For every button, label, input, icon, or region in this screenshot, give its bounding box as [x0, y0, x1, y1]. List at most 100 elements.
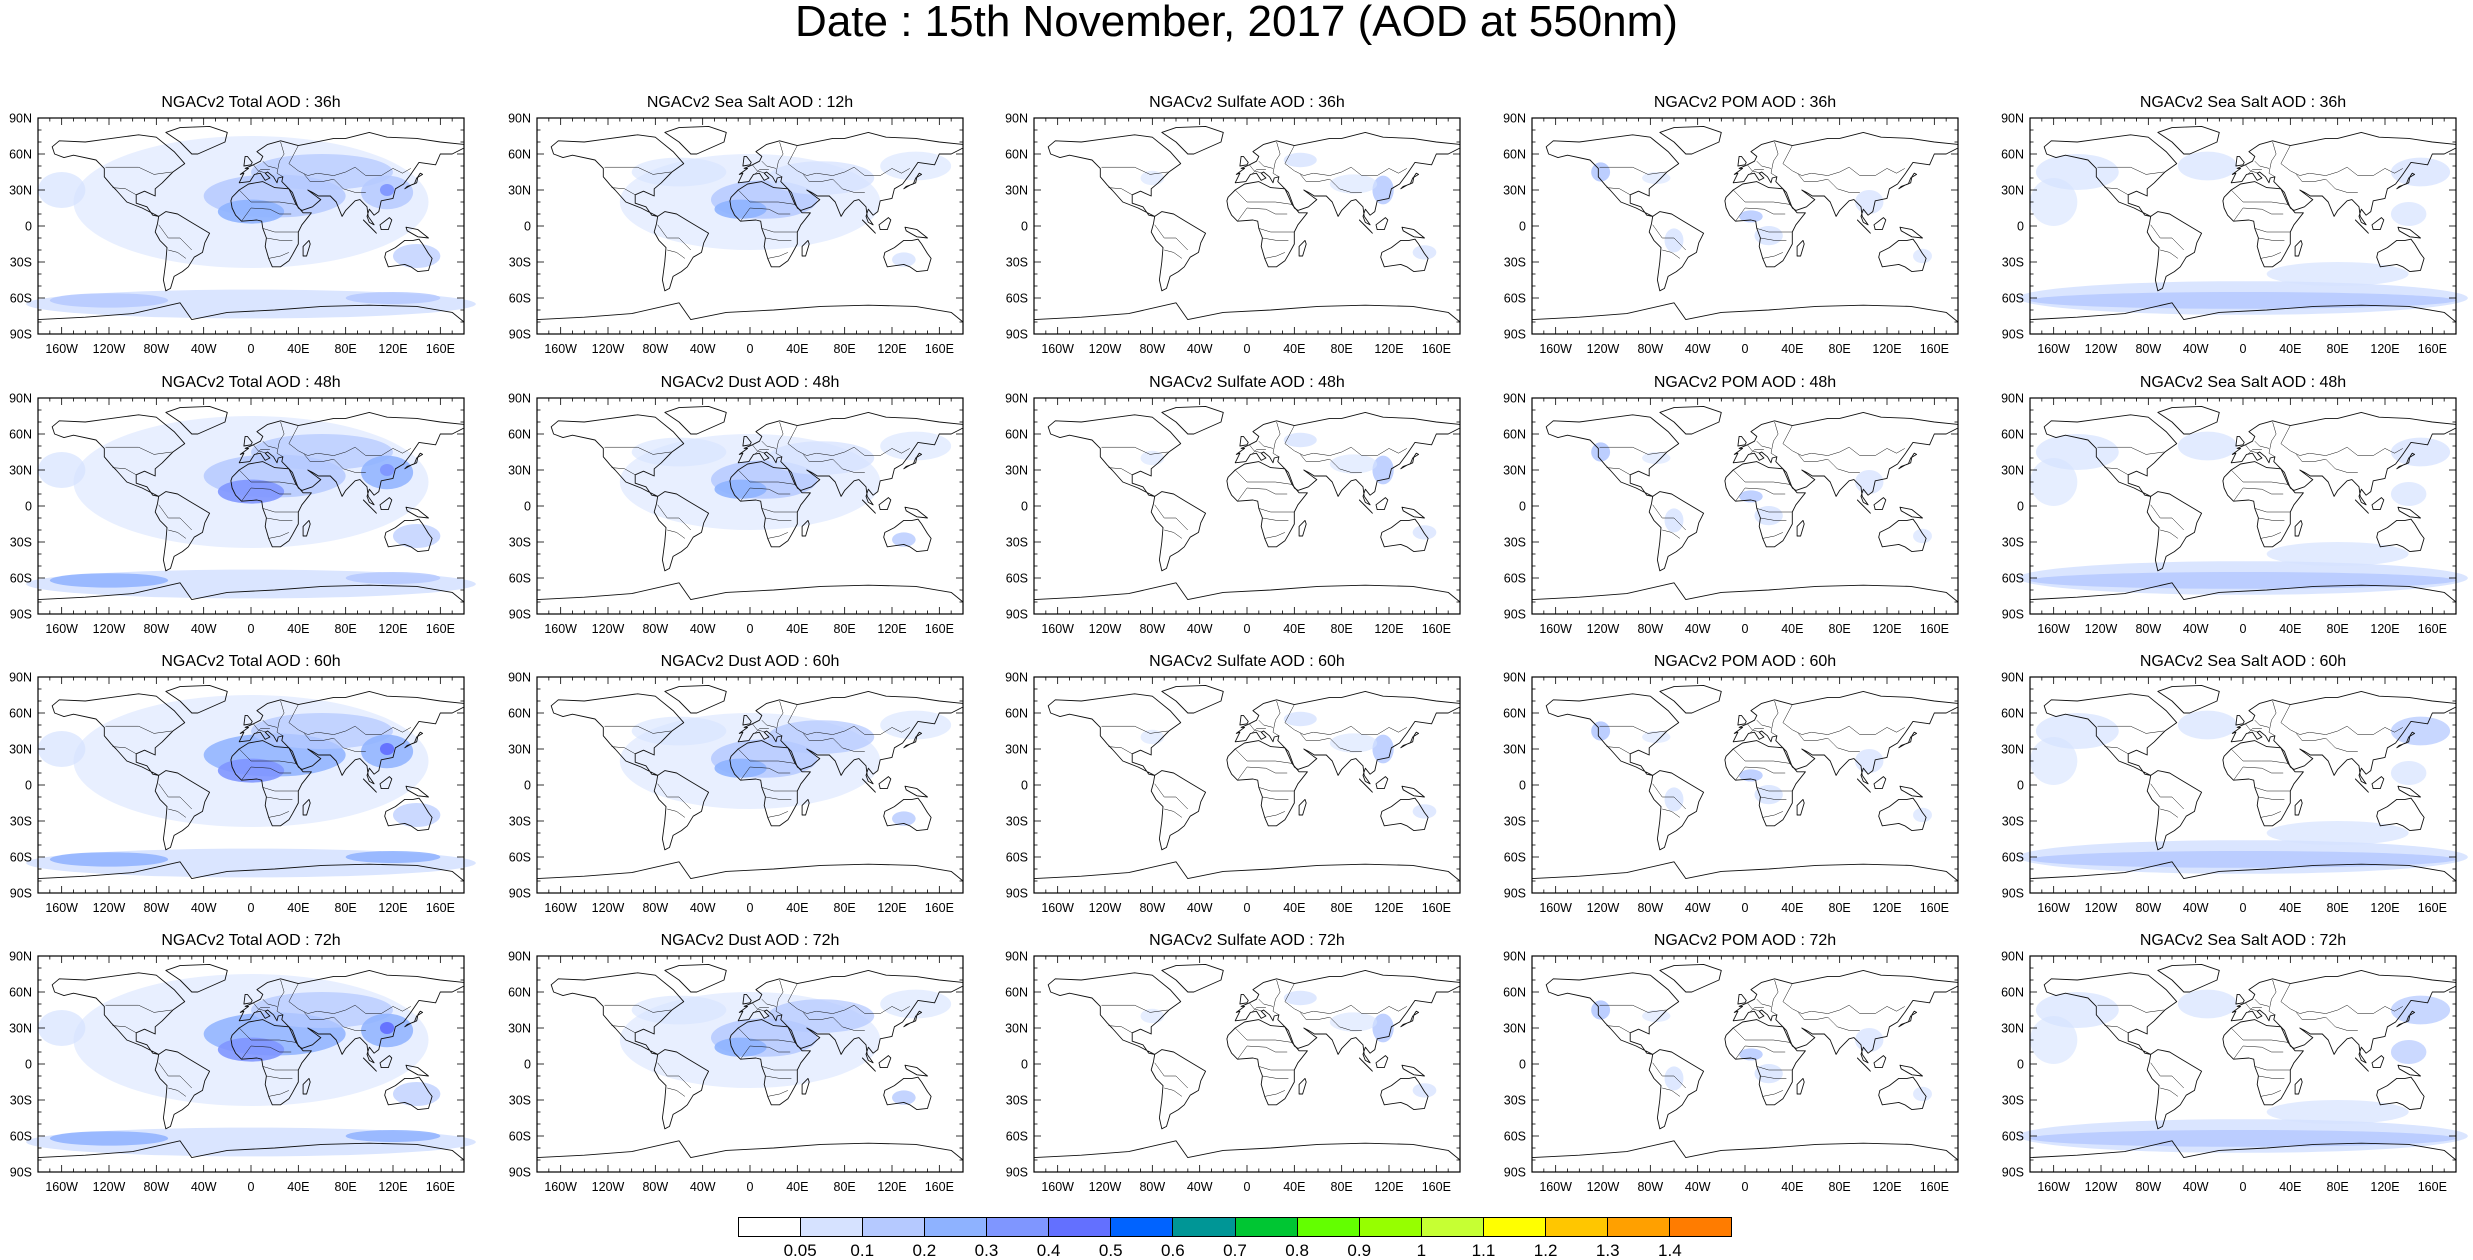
country-border: [2280, 145, 2403, 176]
landmass-outline: [1380, 518, 1429, 553]
lon-tick-label: 120W: [1587, 342, 1620, 356]
aod-map-panel: 160W 120W 80W 40W 0 40E 80E 120E 160E 90N 60N 30N 0 3…: [2001, 392, 2468, 636]
lat-tick-label: 60S: [509, 851, 531, 865]
landmass-outline: [1796, 239, 1805, 257]
lat-tick-label: 30N: [508, 1022, 531, 1036]
country-border: [667, 1087, 686, 1097]
lon-tick-label: 0: [747, 342, 754, 356]
aod-field: [2018, 431, 2468, 595]
landmass-outline: [742, 155, 752, 167]
country-border: [2150, 224, 2184, 251]
country-border: [2104, 1025, 2129, 1034]
lat-tick-label: 60S: [1006, 572, 1028, 586]
country-border: [1652, 1062, 1686, 1089]
landmass-outline: [230, 1019, 312, 1106]
lon-tick-label: 80E: [335, 901, 357, 915]
country-border: [262, 999, 278, 1007]
landmass-outline: [2376, 1076, 2425, 1111]
country-border: [1798, 1012, 1860, 1031]
aod-map-panel: 160W 120W 80W 40W 0 40E 80E 120E 160E 90N 60N 30N 0 3…: [1503, 950, 1959, 1194]
landmass-outline: [1380, 238, 1429, 273]
country-border: [2296, 454, 2358, 473]
lat-tick-label: 90S: [10, 328, 32, 342]
lat-tick-label: 90N: [2001, 950, 2024, 964]
country-border: [1258, 999, 1274, 1007]
aod-map-panel: 160W 120W 80W 40W 0 40E 80E 120E 160E 90N 60N 30N 0 3…: [1005, 671, 1461, 915]
landmass-outline: [2146, 770, 2203, 851]
country-border: [1606, 467, 1631, 476]
landmass-outline: [729, 181, 811, 268]
landmass-outline: [384, 518, 433, 553]
lon-tick-label: 40W: [1187, 1180, 1213, 1194]
landmass-outline: [384, 238, 433, 273]
lat-tick-label: 60N: [9, 428, 32, 442]
lat-tick-label: 90N: [9, 671, 32, 685]
colorbar: [738, 1217, 1732, 1237]
country-border: [2231, 469, 2289, 485]
panel-title: NGACv2 Total AOD : 48h: [161, 374, 341, 391]
lat-tick-label: 90S: [509, 1166, 531, 1180]
country-border: [2296, 174, 2358, 193]
landmass-outline: [1150, 211, 1207, 292]
country-border: [787, 704, 910, 735]
lon-tick-label: 0: [248, 1180, 255, 1194]
lon-tick-label: 80W: [2135, 342, 2161, 356]
country-borders: [105, 141, 411, 259]
lat-tick-label: 0: [2017, 500, 2024, 514]
country-border: [1756, 228, 1793, 233]
landmass-outline: [2371, 497, 2385, 511]
landmass-outline: [302, 1077, 311, 1095]
lon-tick-label: 160E: [1422, 342, 1451, 356]
lon-tick-label: 0: [2240, 901, 2247, 915]
lat-tick-label: 60S: [2002, 572, 2024, 586]
country-border: [1251, 728, 1266, 734]
lon-tick-label: 40E: [1781, 1180, 1803, 1194]
ticks: [37, 117, 465, 335]
landmass-outline: [362, 1057, 377, 1072]
country-borders: [2097, 979, 2403, 1097]
panel-title: NGACv2 Dust AOD : 60h: [660, 653, 840, 670]
country-borders: [2097, 700, 2403, 818]
landmass-outline: [664, 684, 727, 714]
lon-tick-label: 120E: [877, 342, 906, 356]
country-border: [266, 237, 293, 241]
country-border: [1108, 187, 1133, 196]
coastlines: [1531, 684, 1959, 894]
landmass-outline: [550, 972, 685, 1055]
colorbar-swatch: [801, 1217, 864, 1237]
landmass-outline: [1873, 776, 1887, 790]
landmass-outline: [1545, 972, 1680, 1055]
landmass-outline: [883, 238, 932, 273]
country-border: [1237, 487, 1288, 502]
aod-map-panel: 160W 120W 80W 40W 0 40E 80E 120E 160E 90N 60N 30N 0 3…: [2001, 950, 2468, 1194]
landmass-outline: [1150, 770, 1207, 851]
country-border: [276, 141, 285, 178]
lon-tick-label: 120E: [1872, 622, 1901, 636]
landmass-outline: [1873, 497, 1887, 511]
lon-tick-label: 120W: [93, 901, 126, 915]
country-border: [1154, 504, 1188, 531]
country-border: [738, 748, 796, 764]
country-border: [1735, 1045, 1786, 1060]
colorbar-swatch: [1235, 1217, 1298, 1237]
country-border: [1662, 808, 1681, 818]
lat-tick-label: 0: [1519, 500, 1526, 514]
landmass-outline: [1878, 1076, 1927, 1111]
lat-tick-label: 30S: [509, 815, 531, 829]
landmass-outline: [904, 506, 928, 519]
country-border: [1164, 249, 1183, 259]
lat-tick-label: 30N: [9, 1022, 32, 1036]
landmass-outline: [903, 172, 923, 190]
landmass-outline: [302, 798, 311, 816]
country-border: [1284, 704, 1407, 735]
landmass-outline: [379, 1055, 393, 1069]
lat-tick-label: 90S: [2002, 328, 2024, 342]
lon-tick-label: 160W: [1539, 622, 1572, 636]
landmass-outline: [801, 798, 810, 816]
country-border: [752, 723, 766, 733]
country-border: [2097, 166, 2164, 175]
country-border: [761, 508, 798, 513]
lat-tick-label: 0: [1021, 1058, 1028, 1072]
aod-field: [1140, 432, 1437, 540]
country-border: [2233, 1045, 2284, 1060]
